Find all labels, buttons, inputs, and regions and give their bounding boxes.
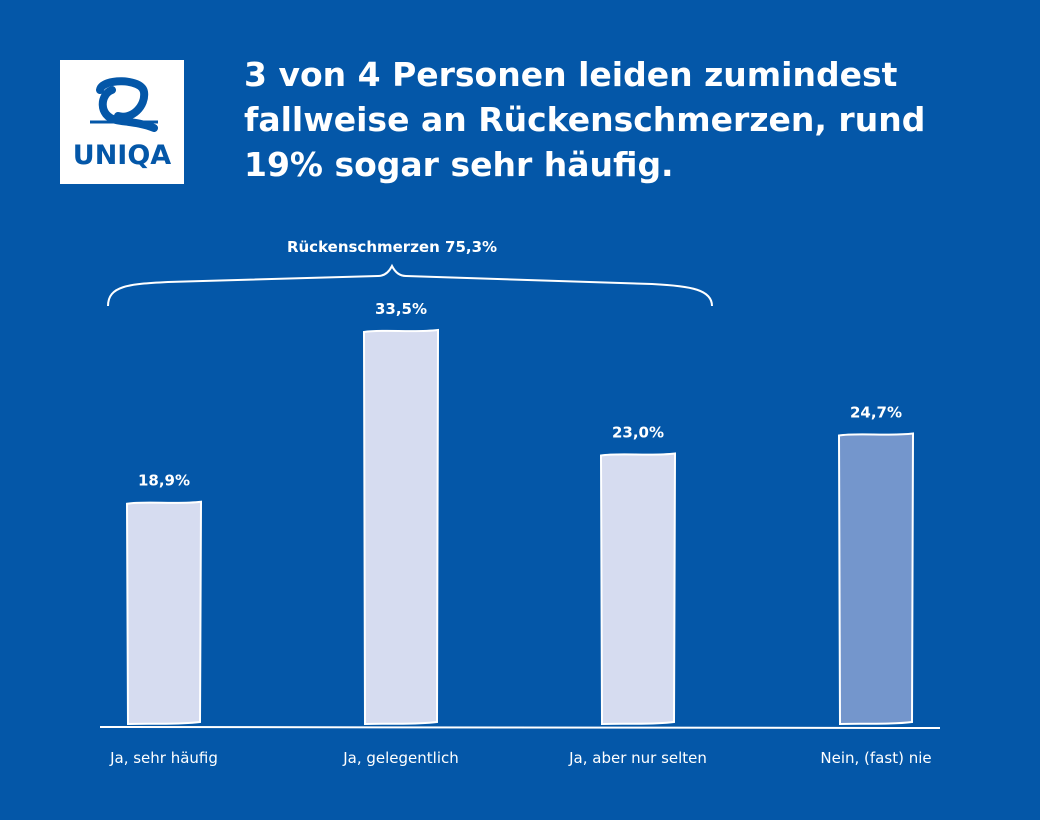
bar-3 [837, 432, 915, 726]
uniqa-logo-icon [90, 77, 158, 132]
bar-2 [599, 452, 677, 726]
page-title: 3 von 4 Personen leiden zumindest fallwe… [244, 52, 1004, 187]
category-label-3: Nein, (fast) nie [820, 749, 931, 767]
bar-0 [125, 500, 203, 726]
bar-value-label-3: 24,7% [850, 403, 902, 421]
annotation-label: Rückenschmerzen 75,3% [287, 238, 497, 256]
title-line-1: 3 von 4 Personen leiden zumindest [244, 55, 898, 94]
bar-value-label-0: 18,9% [138, 472, 190, 490]
category-label-0: Ja, sehr häufig [109, 749, 218, 767]
uniqa-logo: UNIQA [60, 60, 184, 184]
bar-value-label-2: 23,0% [612, 423, 664, 441]
category-label-2: Ja, aber nur selten [568, 749, 707, 767]
category-label-1: Ja, gelegentlich [342, 749, 459, 767]
x-axis-line [99, 726, 941, 729]
logo-wordmark: UNIQA [72, 140, 172, 171]
title-line-2: fallweise an Rückenschmerzen, rund [244, 100, 926, 139]
annotation-brace [107, 263, 713, 307]
bar-value-label-1: 33,5% [375, 300, 427, 318]
bar-1 [362, 328, 440, 726]
title-line-3: 19% sogar sehr häufig. [244, 145, 674, 184]
